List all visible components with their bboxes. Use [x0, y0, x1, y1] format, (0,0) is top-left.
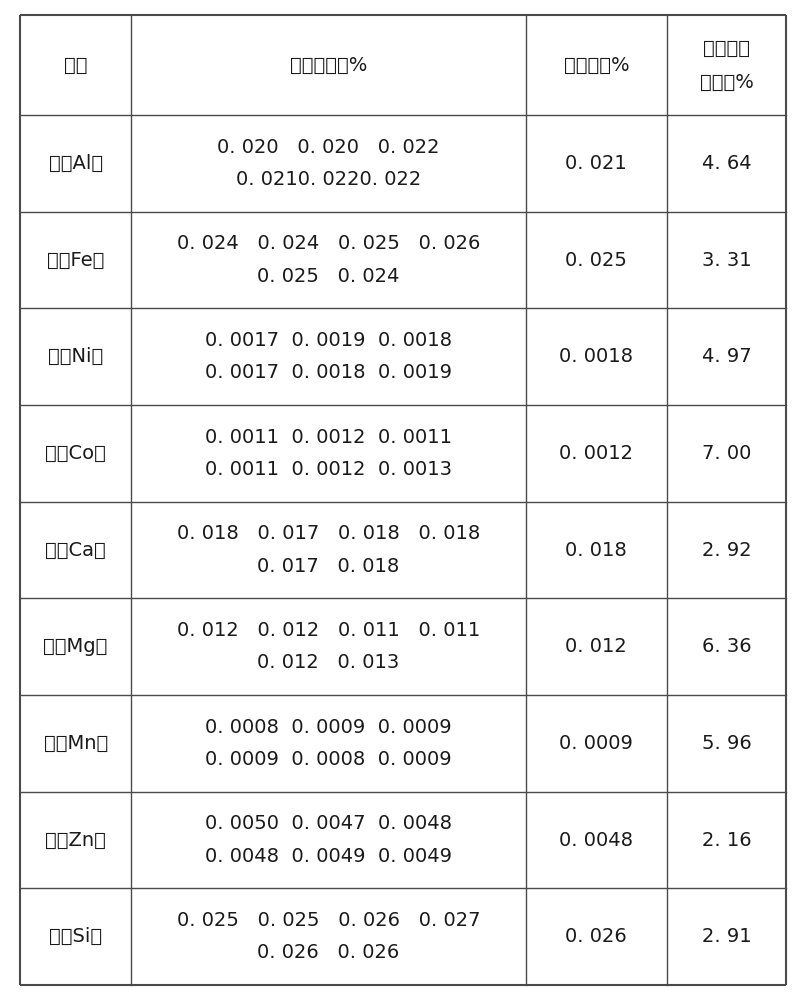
Text: 6. 36: 6. 36 [702, 637, 751, 656]
Text: 5. 96: 5. 96 [702, 734, 751, 753]
Text: 镍（Ni）: 镍（Ni） [48, 347, 103, 366]
Text: 2. 16: 2. 16 [702, 830, 751, 849]
Text: 0. 018: 0. 018 [566, 540, 627, 560]
Text: 钙（Ca）: 钙（Ca） [45, 540, 106, 560]
Text: 0. 025: 0. 025 [565, 250, 627, 269]
Text: 7. 00: 7. 00 [702, 444, 751, 463]
Text: 0. 018   0. 017   0. 018   0. 018
0. 017   0. 018: 0. 018 0. 017 0. 018 0. 018 0. 017 0. 01… [177, 524, 480, 576]
Text: 0. 0012: 0. 0012 [559, 444, 634, 463]
Text: 0. 0008  0. 0009  0. 0009
0. 0009  0. 0008  0. 0009: 0. 0008 0. 0009 0. 0009 0. 0009 0. 0008 … [205, 718, 451, 769]
Text: 0. 0009: 0. 0009 [559, 734, 634, 753]
Text: 0. 0050  0. 0047  0. 0048
0. 0048  0. 0049  0. 0049: 0. 0050 0. 0047 0. 0048 0. 0048 0. 0049 … [205, 814, 452, 866]
Text: 0. 026: 0. 026 [566, 927, 627, 946]
Text: 0. 021: 0. 021 [566, 154, 627, 173]
Text: 0. 024   0. 024   0. 025   0. 026
0. 025   0. 024: 0. 024 0. 024 0. 025 0. 026 0. 025 0. 02… [177, 234, 480, 286]
Text: 铝（Al）: 铝（Al） [48, 154, 102, 173]
Text: 0. 012: 0. 012 [566, 637, 627, 656]
Text: 锰（Mn）: 锰（Mn） [44, 734, 108, 753]
Text: 镁（Mg）: 镁（Mg） [44, 637, 108, 656]
Text: 2. 92: 2. 92 [702, 540, 751, 560]
Text: 0. 0017  0. 0019  0. 0018
0. 0017  0. 0018  0. 0019: 0. 0017 0. 0019 0. 0018 0. 0017 0. 0018 … [205, 331, 452, 382]
Text: 相对标准
偏差，%: 相对标准 偏差，% [700, 39, 754, 92]
Text: 4. 97: 4. 97 [702, 347, 751, 366]
Text: 3. 31: 3. 31 [702, 250, 751, 269]
Text: 硅（Si）: 硅（Si） [49, 927, 102, 946]
Text: 平均值，%: 平均值，% [563, 56, 629, 75]
Text: 元素: 元素 [64, 56, 87, 75]
Text: 0. 025   0. 025   0. 026   0. 027
0. 026   0. 026: 0. 025 0. 025 0. 026 0. 027 0. 026 0. 02… [177, 911, 480, 962]
Text: 0. 012   0. 012   0. 011   0. 011
0. 012   0. 013: 0. 012 0. 012 0. 011 0. 011 0. 012 0. 01… [177, 621, 480, 672]
Text: 2. 91: 2. 91 [702, 927, 751, 946]
Text: 铁（Fe）: 铁（Fe） [47, 250, 104, 269]
Text: 0. 0018: 0. 0018 [559, 347, 634, 366]
Text: 0. 020   0. 020   0. 022
0. 0210. 0220. 022: 0. 020 0. 020 0. 022 0. 0210. 0220. 022 [217, 138, 439, 189]
Text: 检测结果，%: 检测结果，% [289, 56, 367, 75]
Text: 0. 0048: 0. 0048 [559, 830, 634, 849]
Text: 4. 64: 4. 64 [702, 154, 751, 173]
Text: 0. 0011  0. 0012  0. 0011
0. 0011  0. 0012  0. 0013: 0. 0011 0. 0012 0. 0011 0. 0011 0. 0012 … [205, 428, 452, 479]
Text: 锌（Zn）: 锌（Zn） [45, 830, 106, 849]
Text: 钴（Co）: 钴（Co） [45, 444, 106, 463]
